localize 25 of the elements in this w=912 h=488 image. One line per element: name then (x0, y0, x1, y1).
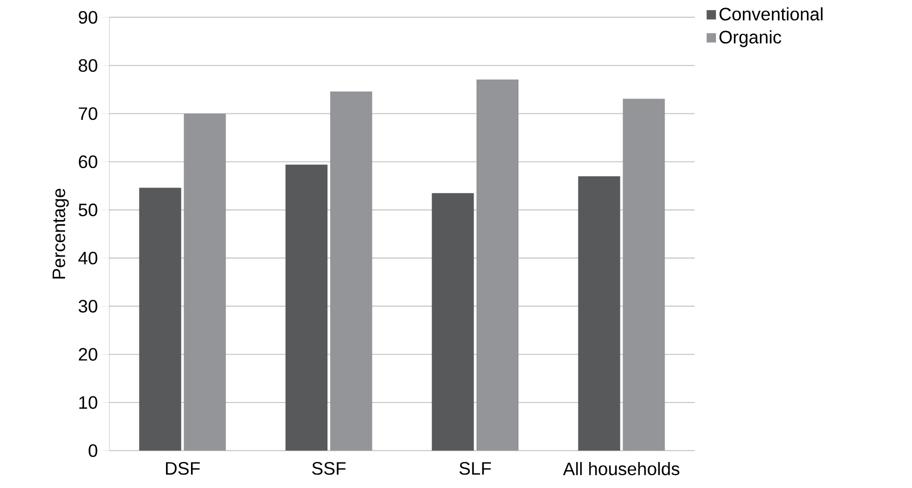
bar (330, 91, 372, 451)
bar (476, 79, 518, 451)
y-tick-label: 0 (88, 444, 98, 458)
bar (622, 98, 665, 451)
bar (286, 164, 328, 451)
bar (432, 193, 474, 451)
x-tick-label: SSF (312, 462, 346, 475)
x-tick-label: All households (563, 462, 680, 476)
y-tick-label: 70 (78, 107, 98, 120)
y-tick-label: 90 (78, 10, 98, 24)
y-tick-label: 20 (78, 348, 98, 361)
y-tick-label: 50 (78, 204, 98, 216)
y-tick-label: 30 (78, 300, 98, 313)
y-tick-label: 60 (78, 155, 98, 168)
x-tick-label: SLF (459, 462, 491, 475)
y-tick-label: 80 (78, 59, 98, 72)
y-tick-label: 10 (79, 396, 98, 409)
bar (184, 114, 226, 451)
x-tick-label: DSF (166, 462, 200, 475)
legend-label: Conventional (720, 7, 822, 20)
bar (139, 188, 182, 451)
legend-label: Organic (720, 30, 782, 48)
y-axis-title: Percentage (52, 188, 69, 279)
bar (578, 176, 620, 451)
y-tick-label: 40 (78, 252, 98, 264)
